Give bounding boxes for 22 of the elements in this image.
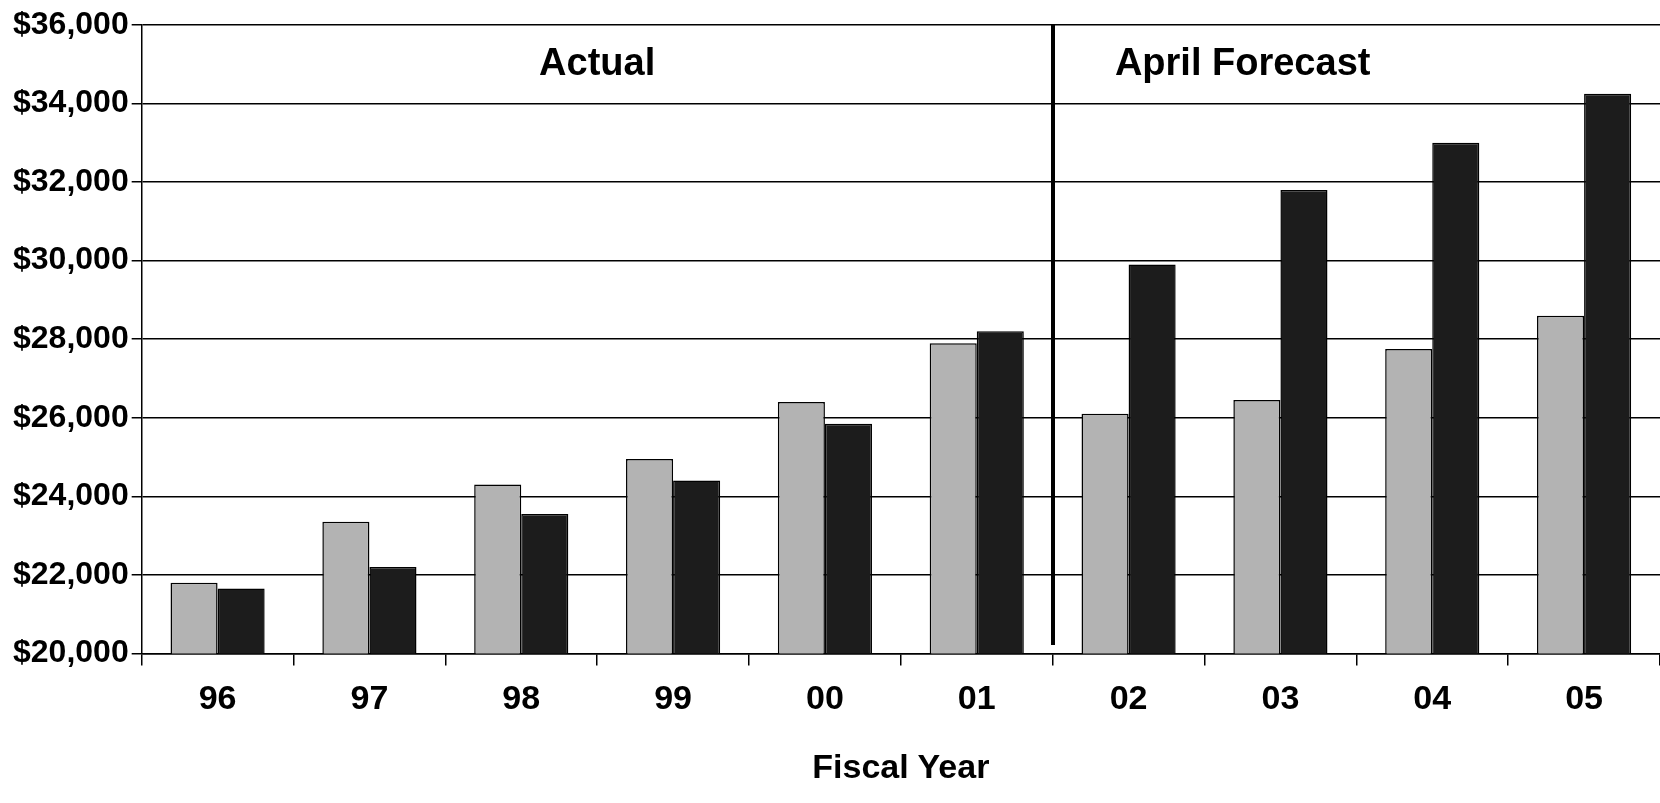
x-tick-label: 02 bbox=[1109, 678, 1148, 717]
x-tick-label: 97 bbox=[350, 678, 389, 717]
annotation: April Forecast bbox=[1114, 41, 1371, 84]
x-tick-label: 01 bbox=[957, 678, 996, 717]
y-tick-label: $30,000 bbox=[13, 240, 129, 277]
x-tick-label: 05 bbox=[1565, 678, 1603, 717]
x-tick-label: 99 bbox=[654, 678, 692, 717]
y-tick-label: $24,000 bbox=[13, 476, 129, 513]
y-tick-label: $26,000 bbox=[13, 397, 129, 434]
y-tick-label: $22,000 bbox=[13, 554, 129, 591]
x-tick-label: 98 bbox=[502, 678, 541, 717]
y-tick-label: $34,000 bbox=[13, 83, 129, 120]
y-tick-label: $36,000 bbox=[13, 4, 129, 41]
x-axis-title: Fiscal Year bbox=[812, 746, 990, 785]
x-tick-label: 04 bbox=[1413, 678, 1452, 717]
x-tick-label: 96 bbox=[198, 678, 237, 717]
x-tick-label: 03 bbox=[1261, 678, 1300, 717]
y-tick-label: $28,000 bbox=[13, 319, 129, 356]
y-tick-label: $20,000 bbox=[13, 633, 129, 670]
y-tick-label: $32,000 bbox=[13, 161, 129, 198]
annotation: Actual bbox=[539, 41, 656, 84]
x-tick-label: 00 bbox=[806, 678, 844, 717]
